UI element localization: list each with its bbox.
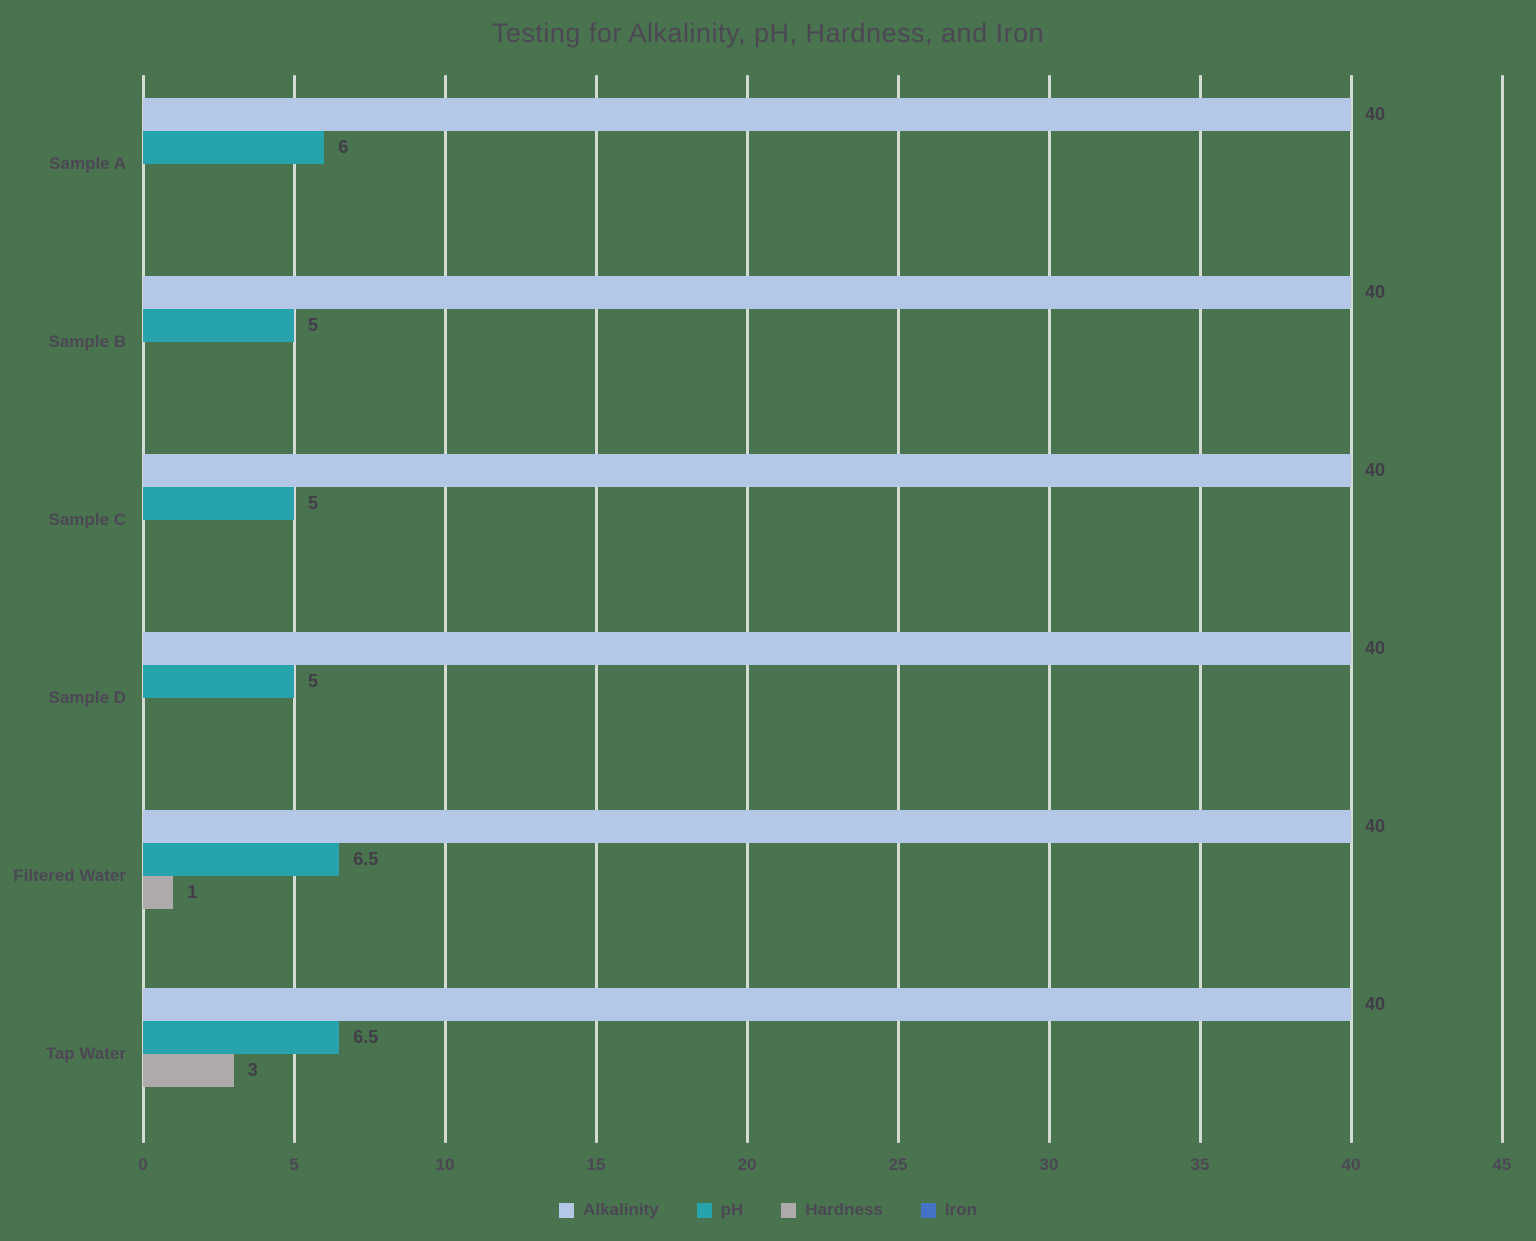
bar-ph — [143, 665, 294, 698]
bar-value-label: 3 — [247, 1060, 258, 1080]
gridline — [745, 75, 749, 1143]
bar-value-label: 40 — [1365, 104, 1386, 124]
bar-ph — [143, 1021, 340, 1054]
x-tick-label: 0 — [138, 1155, 148, 1174]
bar-value-label: 40 — [1365, 994, 1386, 1014]
bar-value-label: 40 — [1365, 282, 1386, 302]
bar-value-label: 6.5 — [353, 849, 379, 869]
legend-swatch-alkalinity — [559, 1202, 575, 1218]
bar-value-label: 1 — [187, 882, 198, 902]
x-tick-label: 15 — [586, 1155, 606, 1174]
category-label-sample-b: Sample B — [48, 332, 126, 351]
bar-hardness — [143, 876, 174, 909]
x-tick-label: 35 — [1190, 1155, 1210, 1174]
bar-value-label: 40 — [1365, 460, 1386, 480]
gridline — [896, 75, 900, 1143]
x-tick-label: 5 — [289, 1155, 299, 1174]
chart-legend: Alkalinity pH Hardness Iron — [0, 1200, 1536, 1220]
bar-alkalinity — [143, 454, 1351, 487]
legend-item-iron: Iron — [920, 1200, 977, 1220]
bar-alkalinity — [143, 98, 1351, 131]
bar-value-label: 5 — [308, 671, 319, 691]
category-label-filtered-water: Filtered Water — [13, 866, 126, 885]
gridline — [1198, 75, 1202, 1143]
bar-ph — [143, 843, 340, 876]
category-label-sample-d: Sample D — [48, 688, 126, 707]
legend-label: pH — [720, 1200, 744, 1219]
category-label-sample-c: Sample C — [48, 510, 126, 529]
bar-value-label: 5 — [308, 493, 319, 513]
x-tick-label: 40 — [1341, 1155, 1361, 1174]
bar-value-label: 40 — [1365, 638, 1386, 658]
legend-label: Alkalinity — [583, 1200, 659, 1219]
legend-item-alkalinity: Alkalinity — [559, 1200, 659, 1220]
x-tick-label: 10 — [435, 1155, 455, 1174]
category-label-tap-water: Tap Water — [45, 1044, 126, 1063]
gridline — [594, 75, 598, 1143]
gridline — [292, 75, 296, 1143]
bar-hardness — [143, 1054, 234, 1087]
bar-value-label: 6.5 — [353, 1027, 379, 1047]
bar-ph — [143, 309, 294, 342]
gridline — [141, 75, 145, 1143]
legend-swatch-hardness — [781, 1202, 797, 1218]
bar-value-label: 40 — [1365, 816, 1386, 836]
gridline — [1349, 75, 1353, 1143]
bar-alkalinity — [143, 276, 1351, 309]
legend-swatch-ph — [696, 1202, 712, 1218]
gridline — [1500, 75, 1504, 1143]
bar-alkalinity — [143, 810, 1351, 843]
gridline — [443, 75, 447, 1143]
bar-ph — [143, 131, 325, 164]
x-tick-label: 30 — [1039, 1155, 1059, 1174]
plot-area: 40 6 40 5 40 5 40 5 40 6.5 1 40 6.5 3 — [141, 75, 1504, 1143]
legend-label: Hardness — [805, 1200, 883, 1219]
x-tick-label: 45 — [1492, 1155, 1512, 1174]
x-tick-label: 25 — [888, 1155, 908, 1174]
chart-title: Testing for Alkalinity, pH, Hardness, an… — [491, 18, 1045, 48]
bar-ph — [143, 487, 294, 520]
x-tick-label: 20 — [737, 1155, 757, 1174]
legend-item-ph: pH — [696, 1200, 744, 1220]
category-label-sample-a: Sample A — [49, 154, 126, 173]
gridline — [1047, 75, 1051, 1143]
legend-item-hardness: Hardness — [781, 1200, 883, 1220]
legend-label: Iron — [944, 1200, 977, 1219]
bar-alkalinity — [143, 632, 1351, 665]
legend-swatch-iron — [920, 1202, 936, 1218]
bar-alkalinity — [143, 988, 1351, 1021]
bar-value-label: 5 — [308, 315, 319, 335]
bar-value-label: 6 — [338, 137, 349, 157]
